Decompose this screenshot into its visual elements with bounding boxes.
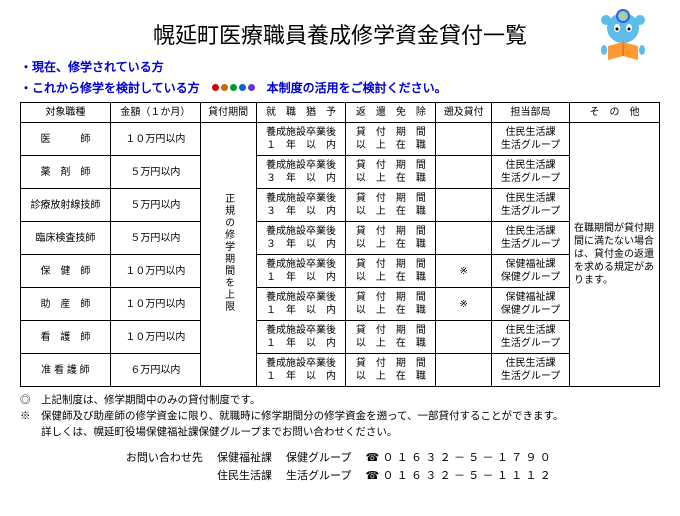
- cell: １０万円以内: [110, 123, 200, 156]
- cell: [436, 354, 492, 387]
- cell: 診療放射線技師: [21, 189, 111, 222]
- cell: 貸 付 期 間以 上 在 職: [346, 123, 436, 156]
- mascot-icon: [596, 8, 650, 69]
- cell: 臨床検査技師: [21, 222, 111, 255]
- cell: [436, 321, 492, 354]
- col-exempt: 返 還 免 除: [346, 103, 436, 123]
- cell: 養成施設卒業後１ 年 以 内: [256, 321, 346, 354]
- cell: 住民生活課生活グループ: [492, 222, 570, 255]
- contact-1b: 保健グループ: [286, 452, 351, 464]
- cell: 貸 付 期 間以 上 在 職: [346, 354, 436, 387]
- contact-2a: 住民生活課: [217, 470, 272, 482]
- note-2: ※ 保健師及び助産師の修学資金に限り、就職時に修学期間分の修学資金を遡って、一部…: [20, 409, 660, 425]
- cell: 貸 付 期 間以 上 在 職: [346, 222, 436, 255]
- page-title: 幌延町医療職員養成修学資金貸付一覧: [153, 18, 527, 50]
- table-row: 薬 剤 師５万円以内 養成施設卒業後３ 年 以 内貸 付 期 間以 上 在 職 住民…: [21, 156, 660, 189]
- note-1: ◎ 上記制度は、修学期間中のみの貸付制度です。: [20, 393, 660, 409]
- cell: 助 産 師: [21, 288, 111, 321]
- cell: 住民生活課生活グループ: [492, 189, 570, 222]
- cell: 薬 剤 師: [21, 156, 111, 189]
- cell: 住民生活課生活グループ: [492, 321, 570, 354]
- table-row: 助 産 師１０万円以内 養成施設卒業後１ 年 以 内貸 付 期 間以 上 在 職※…: [21, 288, 660, 321]
- cell: 貸 付 期 間以 上 在 職: [346, 189, 436, 222]
- cell: １０万円以内: [110, 288, 200, 321]
- sub-line-2: ・これから修学を検討している方: [20, 79, 200, 96]
- cell: 看 護 師: [21, 321, 111, 354]
- cell: 養成施設卒業後３ 年 以 内: [256, 222, 346, 255]
- col-amount: 金額（１か月）: [110, 103, 200, 123]
- cell: [436, 189, 492, 222]
- contact-1a: 保健福祉課: [217, 452, 272, 464]
- cell: ５万円以内: [110, 222, 200, 255]
- table-row: 診療放射線技師５万円以内 養成施設卒業後３ 年 以 内貸 付 期 間以 上 在 職…: [21, 189, 660, 222]
- col-other: そ の 他: [570, 103, 660, 123]
- contact-label: お問い合わせ先: [126, 452, 203, 464]
- cell: 住民生活課生活グループ: [492, 156, 570, 189]
- period-cell: 正規の修学期間を上限: [200, 123, 256, 387]
- cell: 准 看 護 師: [21, 354, 111, 387]
- cell: [436, 156, 492, 189]
- cell: 貸 付 期 間以 上 在 職: [346, 255, 436, 288]
- table-header-row: 対象職種 金額（１か月） 貸付期間 就 職 猶 予 返 還 免 除 遡及貸付 担…: [21, 103, 660, 123]
- col-period: 貸付期間: [200, 103, 256, 123]
- cell: [436, 222, 492, 255]
- cell: 医 師: [21, 123, 111, 156]
- cell: 保健福祉課保健グループ: [492, 288, 570, 321]
- cell: 住民生活課生活グループ: [492, 123, 570, 156]
- cell: [436, 123, 492, 156]
- loan-table: 対象職種 金額（１か月） 貸付期間 就 職 猶 予 返 還 免 除 遡及貸付 担…: [20, 102, 660, 387]
- table-row: 准 看 護 師６万円以内 養成施設卒業後１ 年 以 内貸 付 期 間以 上 在 職…: [21, 354, 660, 387]
- cell: １０万円以内: [110, 255, 200, 288]
- cell: １０万円以内: [110, 321, 200, 354]
- cell: 養成施設卒業後１ 年 以 内: [256, 354, 346, 387]
- cell: ６万円以内: [110, 354, 200, 387]
- table-row: 保 健 師１０万円以内 養成施設卒業後１ 年 以 内貸 付 期 間以 上 在 職※…: [21, 255, 660, 288]
- cell: 保 健 師: [21, 255, 111, 288]
- col-retro: 遡及貸付: [436, 103, 492, 123]
- dots-icon: [212, 84, 255, 91]
- sub-line-3: 本制度の活用をご検討ください。: [267, 79, 447, 96]
- contact-block: お問い合わせ先 保健福祉課 保健グループ ☎０１６３２－５－１７９０ お問い合わ…: [20, 450, 660, 485]
- cell: 保健福祉課保健グループ: [492, 255, 570, 288]
- sub-line-1: ・現在、修学されている方: [20, 58, 660, 75]
- cell: ※: [436, 255, 492, 288]
- subtitle-block: ・現在、修学されている方 ・これから修学を検討している方 本制度の活用をご検討く…: [20, 58, 660, 98]
- cell: 養成施設卒業後３ 年 以 内: [256, 189, 346, 222]
- notes: ◎ 上記制度は、修学期間中のみの貸付制度です。 ※ 保健師及び助産師の修学資金に…: [20, 393, 660, 440]
- contact-2b: 生活グループ: [286, 470, 351, 482]
- other-cell: 在職期間が貸付期間に満たない場合は、貸付金の返還を求める規定があります。: [570, 123, 660, 387]
- cell: ※: [436, 288, 492, 321]
- col-job: 対象職種: [21, 103, 111, 123]
- table-row: 医 師１０万円以内正規の修学期間を上限養成施設卒業後１ 年 以 内貸 付 期 間…: [21, 123, 660, 156]
- cell: 貸 付 期 間以 上 在 職: [346, 288, 436, 321]
- cell: ５万円以内: [110, 189, 200, 222]
- note-3: 詳しくは、幌延町役場保健福祉課保健グループまでお問い合わせください。: [20, 425, 660, 441]
- contact-1c: ☎０１６３２－５－１７９０: [365, 452, 554, 464]
- contact-2c: ☎０１６３２－５－１１１２: [365, 470, 554, 482]
- cell: 住民生活課生活グループ: [492, 354, 570, 387]
- cell: 養成施設卒業後１ 年 以 内: [256, 123, 346, 156]
- cell: 養成施設卒業後１ 年 以 内: [256, 255, 346, 288]
- table-row: 看 護 師１０万円以内 養成施設卒業後１ 年 以 内貸 付 期 間以 上 在 職 住…: [21, 321, 660, 354]
- col-grace: 就 職 猶 予: [256, 103, 346, 123]
- col-dept: 担当部局: [492, 103, 570, 123]
- cell: 貸 付 期 間以 上 在 職: [346, 156, 436, 189]
- header: 幌延町医療職員養成修学資金貸付一覧: [20, 12, 660, 50]
- table-row: 臨床検査技師５万円以内 養成施設卒業後３ 年 以 内貸 付 期 間以 上 在 職 住…: [21, 222, 660, 255]
- cell: 貸 付 期 間以 上 在 職: [346, 321, 436, 354]
- cell: ５万円以内: [110, 156, 200, 189]
- cell: 養成施設卒業後３ 年 以 内: [256, 156, 346, 189]
- cell: 養成施設卒業後１ 年 以 内: [256, 288, 346, 321]
